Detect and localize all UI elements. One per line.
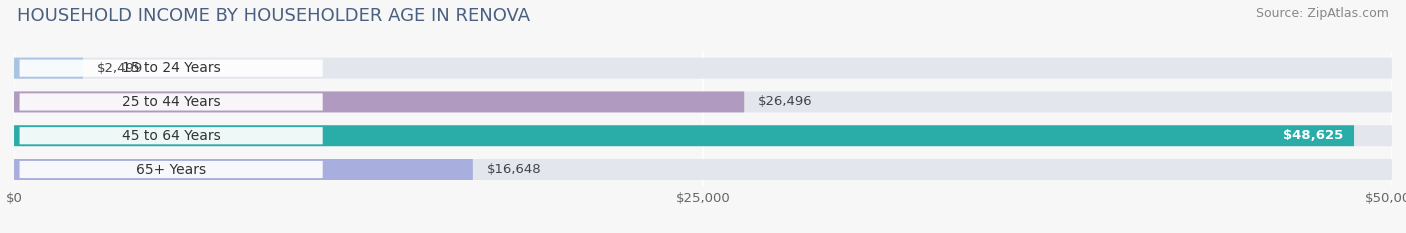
Text: $26,496: $26,496 xyxy=(758,96,813,108)
Text: 65+ Years: 65+ Years xyxy=(136,162,207,177)
FancyBboxPatch shape xyxy=(14,58,1392,79)
FancyBboxPatch shape xyxy=(14,125,1354,146)
Text: 15 to 24 Years: 15 to 24 Years xyxy=(122,61,221,75)
Text: 45 to 64 Years: 45 to 64 Years xyxy=(122,129,221,143)
FancyBboxPatch shape xyxy=(20,60,323,77)
FancyBboxPatch shape xyxy=(14,159,1392,180)
Text: $16,648: $16,648 xyxy=(486,163,541,176)
Text: HOUSEHOLD INCOME BY HOUSEHOLDER AGE IN RENOVA: HOUSEHOLD INCOME BY HOUSEHOLDER AGE IN R… xyxy=(17,7,530,25)
FancyBboxPatch shape xyxy=(14,92,1392,112)
Text: $2,499: $2,499 xyxy=(97,62,143,75)
FancyBboxPatch shape xyxy=(14,92,744,112)
Text: Source: ZipAtlas.com: Source: ZipAtlas.com xyxy=(1256,7,1389,20)
FancyBboxPatch shape xyxy=(14,58,83,79)
FancyBboxPatch shape xyxy=(20,93,323,110)
FancyBboxPatch shape xyxy=(20,127,323,144)
Text: $48,625: $48,625 xyxy=(1282,129,1343,142)
FancyBboxPatch shape xyxy=(20,161,323,178)
FancyBboxPatch shape xyxy=(14,159,472,180)
Text: 25 to 44 Years: 25 to 44 Years xyxy=(122,95,221,109)
FancyBboxPatch shape xyxy=(14,125,1392,146)
